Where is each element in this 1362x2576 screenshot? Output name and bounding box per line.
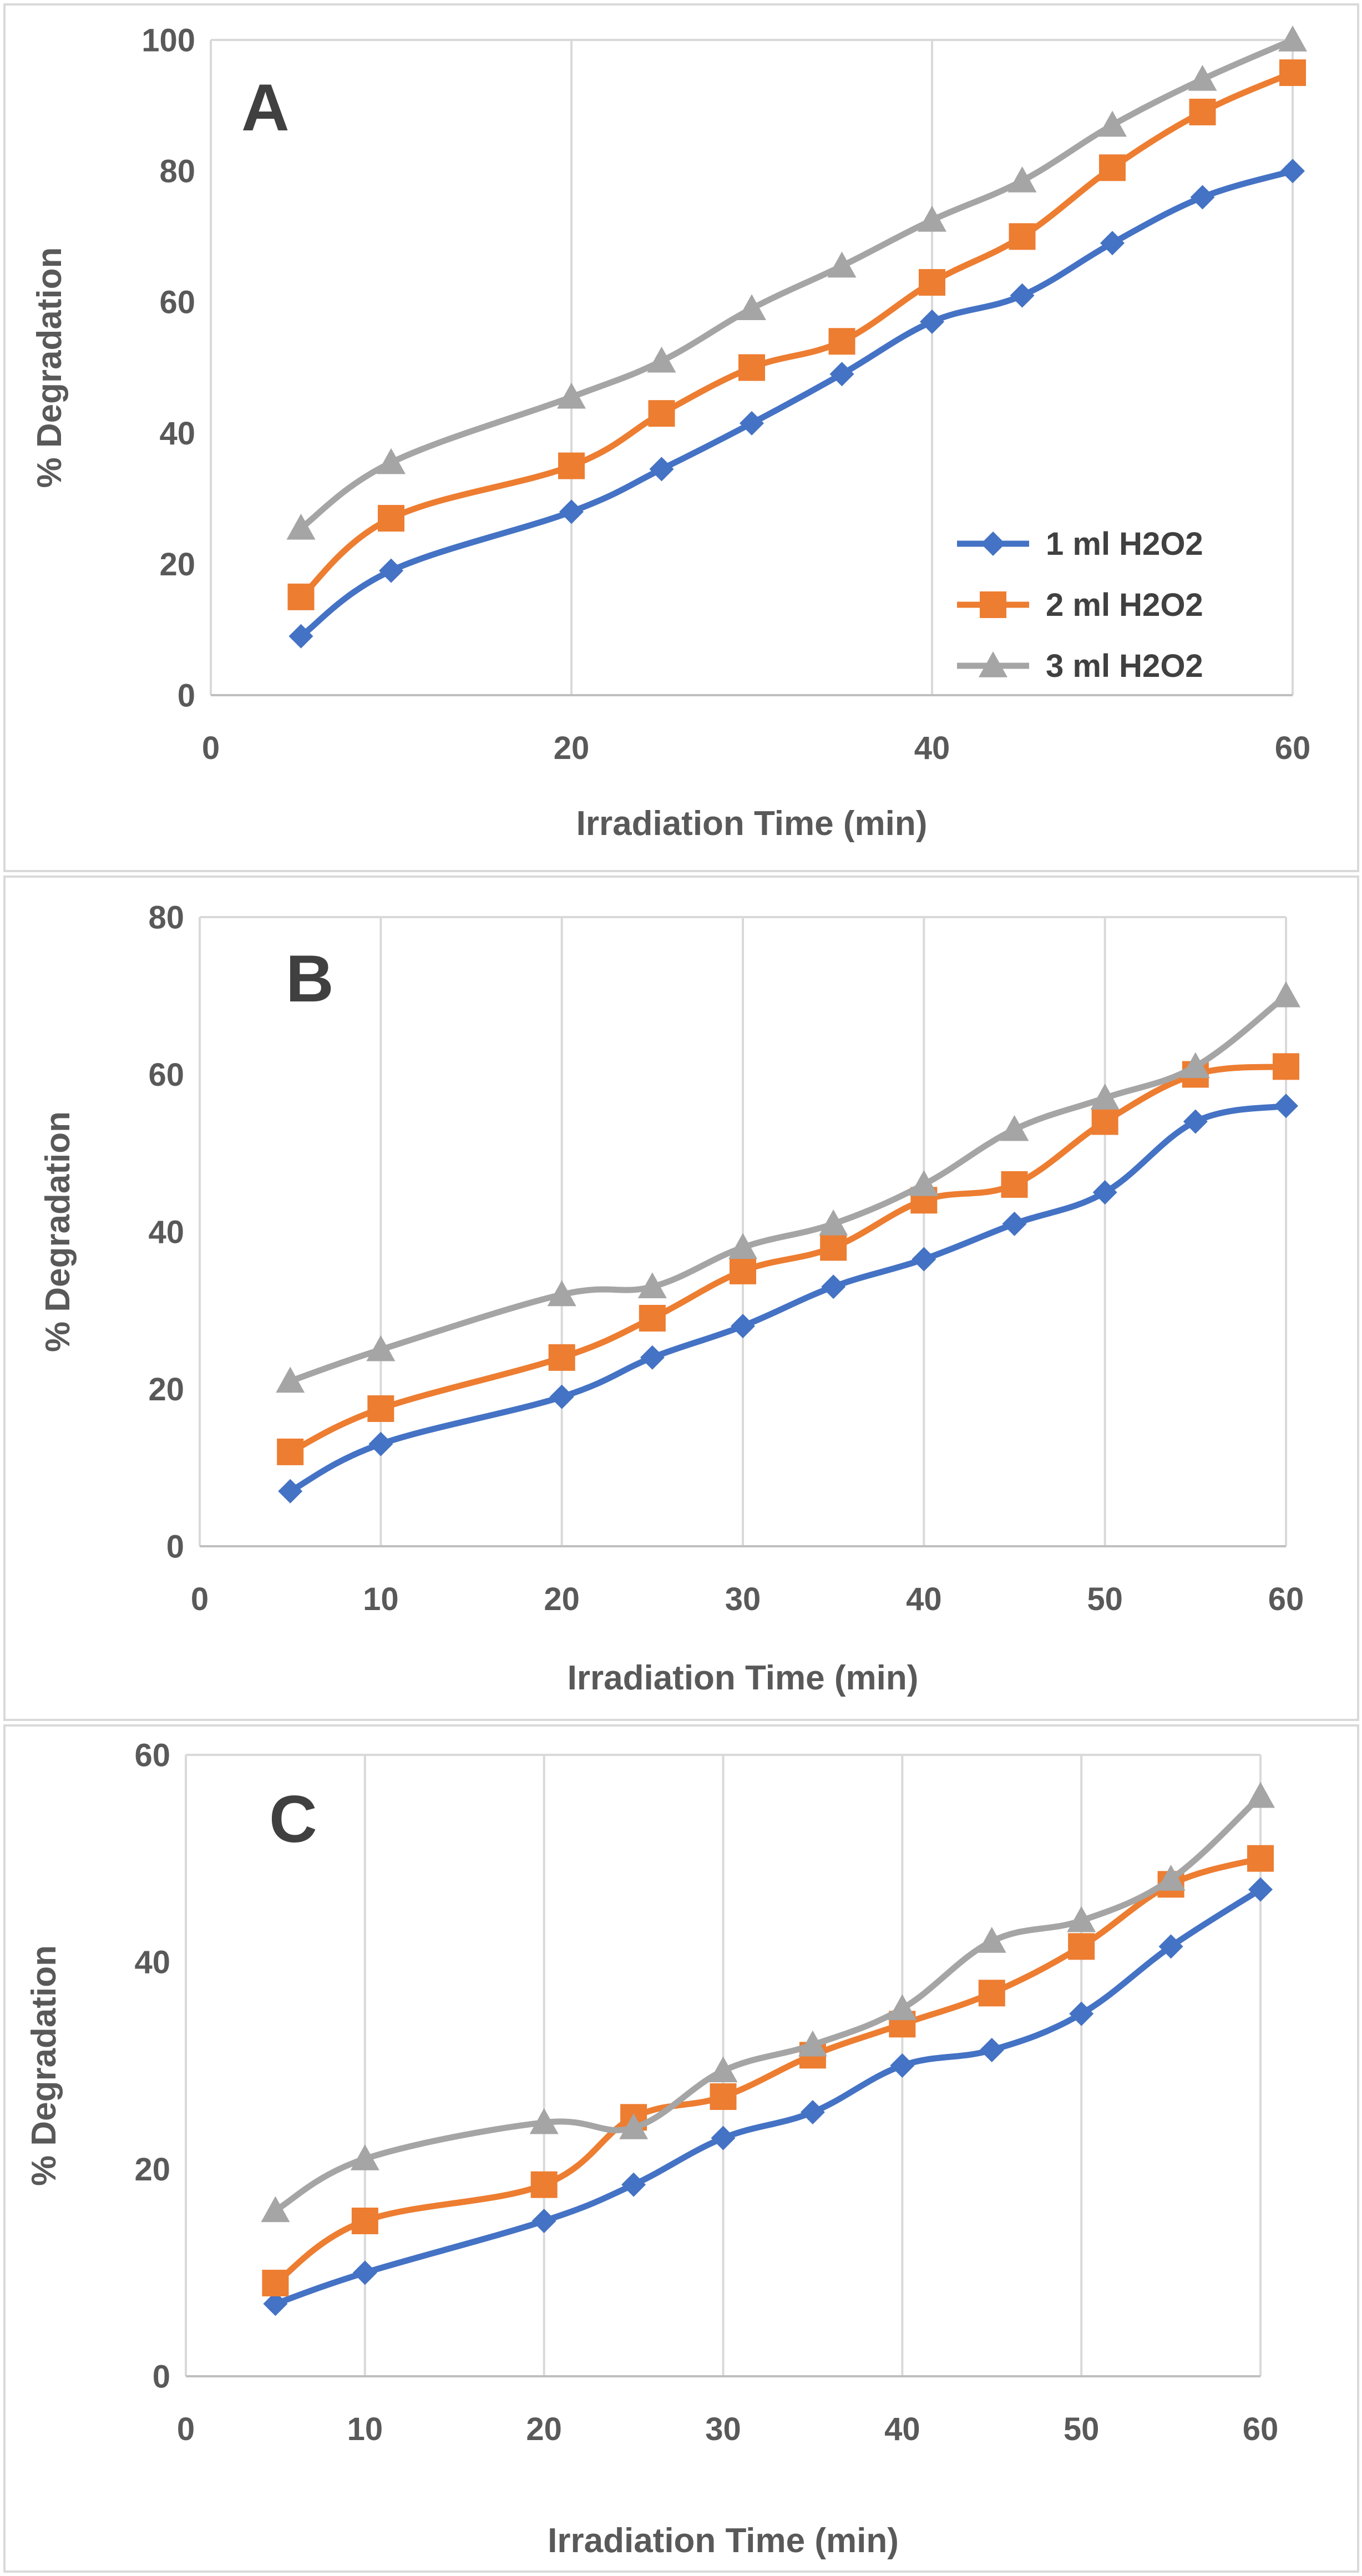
data-point [1009, 223, 1036, 250]
data-point [1279, 59, 1306, 86]
data-point [277, 1439, 303, 1465]
y-tick-label: 0 [178, 677, 195, 713]
y-tick-label: 40 [148, 1214, 184, 1250]
legend-label: 1 ml H2O2 [1046, 526, 1203, 562]
x-tick-label: 40 [914, 730, 950, 766]
x-tick-label: 20 [526, 2411, 562, 2447]
chart-panel-A: 0 20 40 60 80 100 0 20 40 60 Irradiation Time (min… [4, 4, 1358, 871]
data-point [738, 355, 765, 381]
panel-letter: A [241, 70, 290, 145]
data-point [919, 269, 945, 296]
data-point [1189, 99, 1216, 125]
y-tick-label: 60 [148, 1057, 184, 1093]
chart-border [4, 1725, 1358, 2572]
data-point [649, 400, 675, 427]
data-point [558, 453, 585, 479]
y-tick-label: 40 [159, 416, 195, 452]
data-point [1273, 1053, 1299, 1080]
x-tick-label: 60 [1268, 1581, 1304, 1617]
data-point [531, 2172, 558, 2198]
legend-marker [980, 591, 1006, 618]
data-point [262, 2270, 288, 2296]
data-point [549, 1344, 575, 1371]
data-point [979, 1980, 1005, 2006]
data-point [639, 1305, 666, 1332]
x-tick-label: 0 [177, 2411, 195, 2447]
y-tick-label: 20 [148, 1371, 184, 1408]
x-tick-label: 40 [906, 1581, 942, 1617]
x-tick-label: 0 [191, 1581, 209, 1617]
y-axis-title: % Degradation [39, 1111, 77, 1352]
y-tick-label: 40 [134, 1945, 170, 1981]
y-tick-label: 20 [134, 2152, 170, 2188]
y-tick-label: 60 [134, 1737, 170, 1773]
x-axis-title: Irradiation Time (min) [576, 804, 928, 843]
x-tick-label: 30 [725, 1581, 761, 1617]
chart-panel-B: 0 20 40 60 80 0 10 20 30 40 50 60 Irradiation Time (… [4, 877, 1358, 1720]
x-tick-label: 60 [1243, 2411, 1279, 2447]
x-tick-label: 0 [202, 730, 220, 766]
y-axis-title: % Degradation [25, 1945, 63, 2186]
legend: 1 ml H2O2 2 ml H2O2 3 ml H2O2 [957, 526, 1203, 684]
x-tick-label: 20 [544, 1581, 580, 1617]
data-point [1247, 1845, 1274, 1872]
y-tick-label: 80 [148, 899, 184, 935]
y-tick-label: 80 [159, 154, 195, 190]
x-tick-label: 60 [1275, 730, 1311, 766]
legend-label: 2 ml H2O2 [1046, 587, 1203, 623]
data-point [352, 2208, 378, 2234]
x-tick-label: 10 [363, 1581, 399, 1617]
data-point [288, 584, 315, 610]
x-tick-label: 50 [1064, 2411, 1100, 2447]
data-point [730, 1258, 756, 1284]
y-tick-label: 60 [159, 285, 195, 321]
chart-panel-C: 0 20 40 60 0 10 20 30 40 50 60 Irradiation Time (mi… [4, 1725, 1358, 2572]
panel-letter: B [286, 942, 334, 1016]
data-point [1001, 1171, 1028, 1198]
y-axis-title: % Degradation [31, 247, 69, 488]
legend-label: 3 ml H2O2 [1046, 648, 1203, 684]
data-point [829, 328, 855, 355]
data-point [1092, 1109, 1118, 1135]
degradation-figure: 0204060801000 20 40 60Irradiation Time (min… [0, 0, 1362, 2576]
data-point [1099, 154, 1126, 181]
x-tick-label: 30 [705, 2411, 741, 2447]
y-tick-label: 0 [166, 1529, 184, 1565]
data-point [367, 1395, 394, 1422]
y-tick-label: 0 [153, 2359, 170, 2395]
data-point [710, 2083, 737, 2110]
x-axis-title: Irradiation Time (min) [548, 2522, 899, 2560]
panel-letter: C [269, 1782, 317, 1856]
x-axis-title: Irradiation Time (min) [568, 1659, 919, 1697]
y-tick-label: 100 [141, 22, 195, 58]
data-point [1068, 1933, 1095, 1960]
data-point [820, 1234, 847, 1261]
x-tick-label: 10 [347, 2411, 383, 2447]
y-tick-label: 20 [159, 546, 195, 583]
data-point [378, 505, 404, 532]
x-tick-label: 50 [1087, 1581, 1123, 1617]
x-tick-label: 20 [554, 730, 590, 766]
x-tick-label: 40 [884, 2411, 920, 2447]
